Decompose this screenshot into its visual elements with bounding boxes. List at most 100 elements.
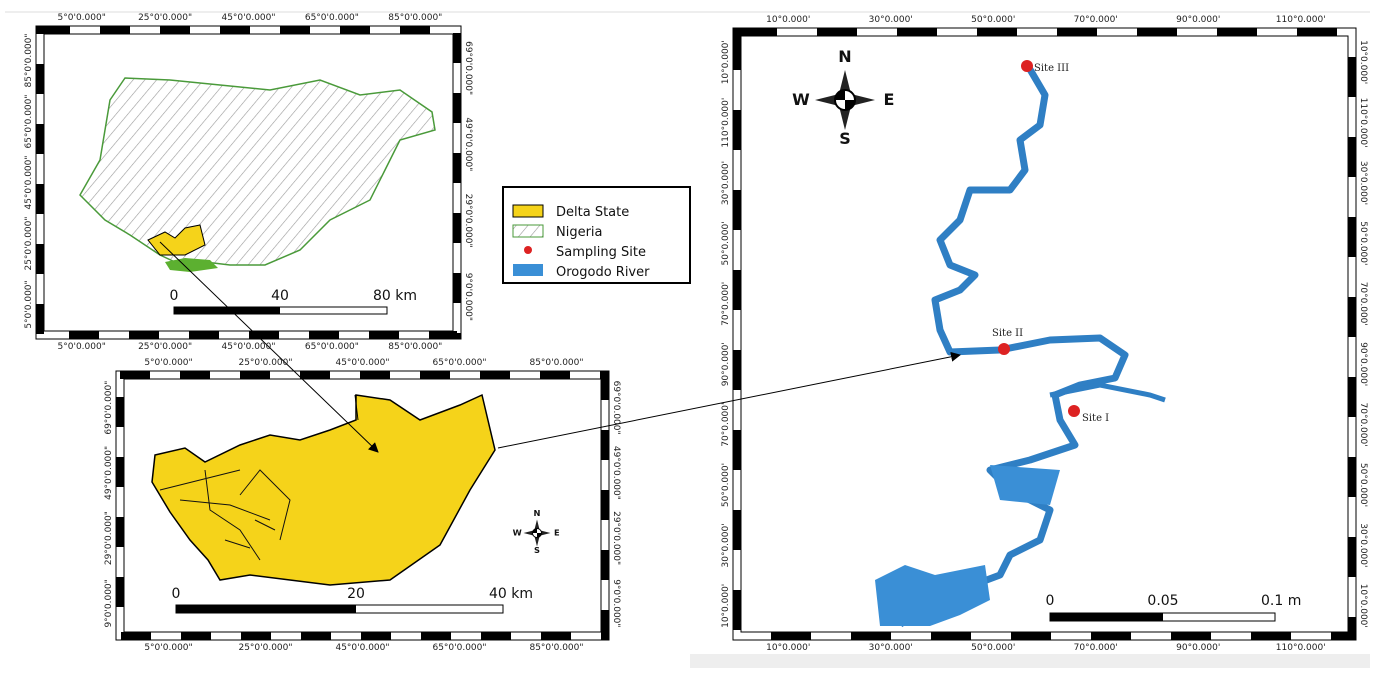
compass-letter: E [554,527,560,537]
coord-label: 65°0'0.000" [24,94,34,148]
coord-label: 29°0'0.000" [104,511,114,565]
coord-label: 5°0'0.000" [58,342,106,352]
site-label: Site II [992,328,1023,339]
coord-label: 65°0'0.000" [305,342,359,352]
coord-label: 50°0.000' [971,15,1015,25]
coord-label: 45°0'0.000" [335,358,389,368]
compass-letter: S [839,129,851,148]
coord-label: 25°0'0.000" [138,342,192,352]
map-river [732,27,1357,641]
coord-label: 49°0'0.000" [611,446,621,500]
coord-label: 50°0.000' [971,643,1015,653]
coord-label: 29°0'0.000" [611,511,621,565]
legend-label: Nigeria [556,225,603,240]
coord-label: 50°0.000' [1358,463,1368,507]
scale-label: 80 km [373,288,417,304]
coord-label: 25°0'0.000" [138,13,192,23]
coord-label: 90°0.000' [1176,15,1220,25]
coord-label: 9°0'0.000" [611,579,621,627]
coord-label: 25°0'0.000" [238,643,292,653]
coord-label: 9°0'0.000" [463,273,473,321]
scale-label: 40 km [489,586,533,602]
bottom-strip [690,654,1370,668]
coord-label: 70°0.000' [1358,402,1368,446]
coord-label: 9°0'0.000" [104,579,114,627]
coord-label: 70°0.000' [1358,282,1368,326]
coord-label: 45°0'0.000" [335,643,389,653]
coord-label: 90°0.000' [721,342,731,386]
coord-label: 65°0'0.000" [432,643,486,653]
scale-label: 40 [271,288,289,304]
legend-label: Sampling Site [556,245,646,260]
arrow [159,241,379,453]
coord-label: 50°0.000' [721,221,731,265]
coord-label: 69°0'0.000" [104,381,114,435]
coord-label: 10°0.000' [721,40,731,84]
coord-label: 49°0'0.000" [104,446,114,500]
scale-label: 0 [1046,593,1055,609]
legend-label: Orogodo River [556,265,650,280]
coord-label: 25°0'0.000" [24,216,34,270]
coord-label: 50°0.000' [1358,221,1368,265]
coord-label: 30°0.000' [869,15,913,25]
coord-label: 10°0.000' [766,643,810,653]
coord-label: 110°0.000' [721,98,731,148]
coord-label: 90°0.000' [1176,643,1220,653]
coord-label: 45°0'0.000" [24,155,34,209]
coord-label: 29°0'0.000" [463,194,473,248]
coord-label: 85°0'0.000" [529,643,583,653]
compass-letter: E [884,90,895,109]
coord-label: 70°0.000' [721,282,731,326]
compass-letter: N [838,47,851,66]
coord-label: 5°0'0.000" [144,643,192,653]
coord-label: 10°0.000' [766,15,810,25]
compass-letter: S [534,545,540,555]
compass-center [835,90,855,110]
coord-label: 69°0'0.000" [463,41,473,95]
coord-label: 10°0.000' [721,584,731,628]
coord-label: 85°0'0.000" [24,33,34,87]
scale-label: 20 [347,586,365,602]
site-label: Site I [1082,413,1109,424]
map-delta [115,370,610,641]
compass-letter: W [513,527,522,537]
coord-label: 10°0.000' [1358,40,1368,84]
coord-label: 30°0.000' [1358,161,1368,205]
compass-letter: N [534,508,541,518]
coord-label: 69°0'0.000" [611,381,621,435]
coord-label: 110°0.000' [1276,643,1326,653]
coord-label: 110°0.000' [1358,98,1368,148]
legend [502,186,691,284]
coord-label: 10°0.000' [1358,584,1368,628]
coord-label: 45°0'0.000" [221,13,275,23]
site-label: Site III [1034,63,1069,74]
coord-label: 70°0.000' [1074,643,1118,653]
coord-label: 85°0'0.000" [388,13,442,23]
coord-label: 110°0.000' [1276,15,1326,25]
map-nigeria [35,25,462,340]
scale-label: 0.1 m [1261,593,1301,609]
coord-label: 30°0.000' [721,161,731,205]
coord-label: 25°0'0.000" [238,358,292,368]
coord-label: 5°0'0.000" [58,13,106,23]
coord-label: 5°0'0.000" [24,280,34,328]
coord-label: 30°0.000' [869,643,913,653]
coord-label: 30°0.000' [721,523,731,567]
compass-center [532,528,542,538]
arrow [497,351,961,449]
scale-label: 0 [170,288,179,304]
compass-letter: W [792,90,810,109]
coord-label: 50°0.000' [721,463,731,507]
coord-label: 5°0'0.000" [144,358,192,368]
coord-label: 65°0'0.000" [432,358,486,368]
coord-label: 30°0.000' [1358,523,1368,567]
coord-label: 70°0.000' [721,402,731,446]
scale-label: 0 [172,586,181,602]
coord-label: 70°0.000' [1074,15,1118,25]
coord-label: 85°0'0.000" [388,342,442,352]
coord-label: 45°0'0.000" [221,342,275,352]
coord-label: 90°0.000' [1358,342,1368,386]
coord-label: 49°0'0.000" [463,117,473,171]
legend-label: Delta State [556,205,629,220]
